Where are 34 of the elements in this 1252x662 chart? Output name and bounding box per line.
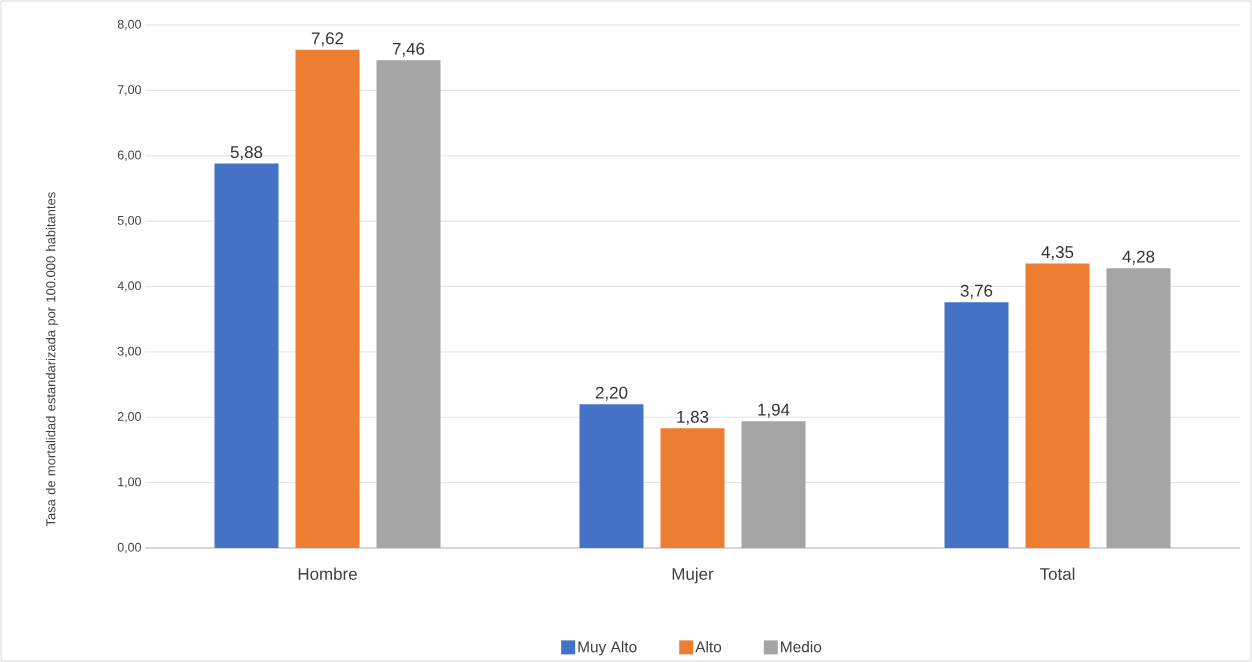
y-tick-label: 5,00 [117,215,141,227]
bar [579,404,644,548]
data-label: 7,62 [311,32,344,47]
data-label: 1,94 [758,403,790,418]
bar [944,302,1009,548]
x-tick-label: Hombre [298,567,357,580]
x-tick-label: Mujer [672,567,714,584]
y-tick-label: 8,00 [117,19,141,31]
legend-label: Medio [781,641,822,653]
data-label: 3,76 [960,284,993,299]
bar [214,163,279,548]
data-label: 5,88 [230,146,263,161]
legend-label: Muy Alto [578,641,637,656]
y-tick-label: 2,00 [117,412,141,423]
y-tick-label: 1,00 [118,477,141,488]
y-tick-label: 6,00 [117,150,141,161]
y-tick-label: 3,00 [117,346,141,358]
y-tick-label: 4,00 [117,281,141,292]
y-tick-label: 0,00 [117,542,141,554]
data-label: 2,20 [595,386,628,401]
y-tick-label: 7,00 [117,85,141,96]
bar [1106,268,1171,548]
x-tick-label: Total [1039,567,1075,580]
bar [376,60,441,548]
bar [295,49,360,548]
y-axis-title: Tasa de mortalidad estandarizada por 100.000 habitantes [45,192,58,527]
data-label: 7,46 [392,42,425,57]
data-label: 1,83 [677,410,709,425]
bar [741,421,806,548]
data-label: 4,28 [1122,250,1155,265]
bar [660,428,725,548]
legend-label: Alto [695,641,722,653]
bar [1025,263,1090,548]
data-label: 4,35 [1041,246,1074,261]
